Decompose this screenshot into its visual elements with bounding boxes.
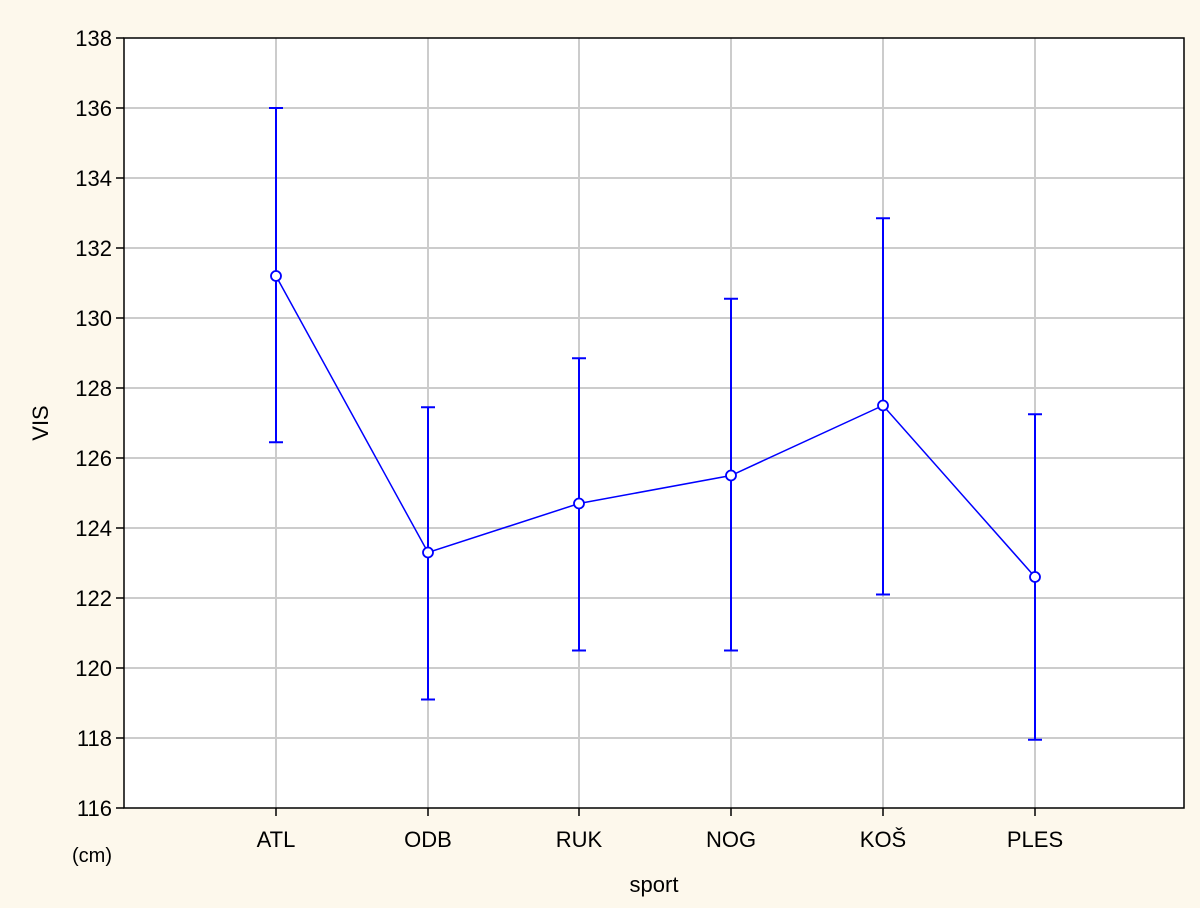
- data-point: [877, 399, 889, 412]
- axes: 116 118 120 122 124 126 128 130 132 134 136 138 ATL O…: [75, 26, 1185, 852]
- unit-label: (cm): [72, 845, 112, 867]
- y-tick-label: 126: [75, 446, 112, 471]
- y-axis-title: VIS: [28, 405, 53, 440]
- plot-background: [124, 38, 1184, 808]
- x-tick-label: RUK: [556, 827, 603, 852]
- x-axis-title: sport: [630, 872, 679, 897]
- x-tick-label: NOG: [706, 827, 756, 852]
- y-tick-label: 132: [75, 236, 112, 261]
- series-line: [275, 275, 1036, 578]
- y-tick-label: 134: [75, 166, 112, 191]
- x-tick-label: ODB: [404, 827, 452, 852]
- y-tick-label: 128: [75, 376, 112, 401]
- data-marks: [269, 107, 1042, 741]
- x-tick-label: PLES: [1007, 827, 1063, 852]
- plot-frame: [123, 37, 1185, 809]
- y-tick-label: 120: [75, 656, 112, 681]
- x-tick-label: KOŠ: [860, 827, 906, 852]
- y-tick-label: 118: [77, 726, 112, 751]
- data-point: [1029, 571, 1041, 583]
- y-tick-label: 124: [75, 516, 112, 541]
- y-tick-label: 130: [75, 306, 112, 331]
- data-point: [270, 270, 282, 282]
- data-point: [573, 497, 585, 510]
- data-point: [422, 546, 434, 559]
- x-tick-label: ATL: [257, 827, 296, 852]
- y-tick-label: 136: [75, 96, 112, 121]
- y-tick-label: 138: [75, 26, 112, 51]
- data-point: [725, 469, 737, 482]
- y-tick-label: 116: [77, 796, 112, 821]
- y-tick-label: 122: [75, 586, 112, 611]
